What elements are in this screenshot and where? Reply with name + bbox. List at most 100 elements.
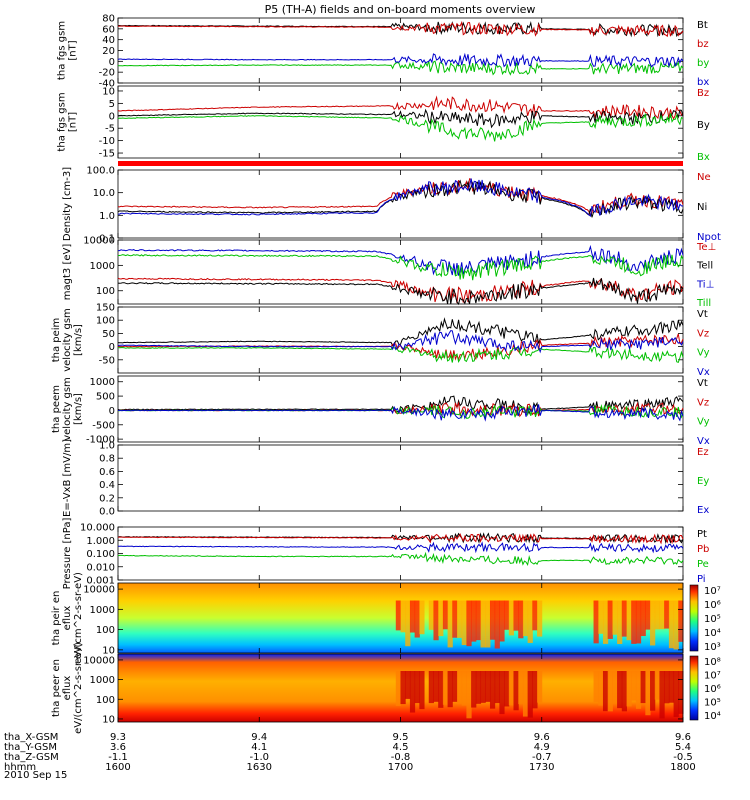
y-tick-label: 60 [102, 24, 115, 35]
spectrogram-burst [654, 600, 660, 630]
spectrogram-burst [405, 671, 411, 699]
series-by-line [117, 108, 684, 129]
mode-bar [118, 161, 683, 166]
series-ti⊥-line [118, 244, 684, 276]
y-tick-label: 0.001 [86, 576, 115, 587]
spectrogram-burst [485, 671, 491, 702]
colorbar-tick-label: 10⁷ [704, 586, 721, 597]
y-tick-label: 1000 [90, 377, 115, 388]
spectrogram-burst [428, 671, 434, 704]
orbit-value: 9.5 [393, 732, 409, 743]
spectrogram-burst [527, 671, 533, 718]
spectrogram-burst [480, 671, 486, 703]
spectrogram-burst [664, 671, 670, 704]
spectrogram-burst [532, 671, 538, 709]
spectrogram-burst [659, 671, 665, 719]
legend-by: by [697, 58, 709, 69]
panel-8: 10.000 1.000 0.100 0.010 0.001 Pressure [nPa]… [62, 518, 709, 590]
legend-vz: Vz [697, 397, 709, 408]
panel-5: 150 100 50 0 -50 tha peimvelocity gsm[km/s] Vt… [51, 303, 710, 379]
spectrogram-burst [442, 600, 449, 630]
y-tick-label: 100 [96, 286, 115, 297]
y-tick-label: 0.8 [99, 454, 115, 465]
orbit-value: 1630 [247, 762, 272, 773]
spectrogram-burst [612, 671, 618, 703]
date-label: 2010 Sep 15 [4, 770, 67, 781]
orbit-row-label: tha_Z-GSM [4, 752, 59, 763]
spectrogram-burst [593, 671, 599, 703]
series-bx-line [117, 112, 684, 142]
spectrogram-burst [475, 600, 482, 641]
legend-vx: Vx [697, 436, 710, 447]
spectrogram-burst [438, 600, 444, 637]
spectrogram-burst [504, 671, 510, 707]
y-tick-label: 1.0 [99, 441, 115, 452]
y-tick-label: -1000 [86, 435, 115, 446]
y-tick-label: 10000 [83, 655, 115, 666]
y-tick-label: 100 [96, 695, 115, 706]
spectrogram-burst [499, 671, 505, 715]
legend-te⊥: Te⊥ [696, 242, 716, 253]
spectrogram-burst [598, 671, 604, 706]
y-axis-label: E=-VxB [mV/m] [62, 439, 73, 517]
spectrogram-burst [537, 671, 543, 703]
y-tick-label: 1000 [90, 605, 115, 616]
spectrogram-burst [626, 600, 632, 641]
series-vx-line [117, 330, 684, 354]
spectrogram-burst [452, 671, 458, 702]
legend-pi: Pi [697, 574, 706, 585]
y-tick-label: 5 [109, 99, 115, 110]
orbit-value: -0.7 [532, 752, 552, 763]
legend-npot: Npot [697, 232, 721, 243]
spectrogram-burst [471, 671, 477, 708]
orbit-value: 1730 [529, 762, 554, 773]
spectrogram-burst [678, 671, 684, 714]
orbit-value: 4.5 [393, 742, 409, 753]
y-tick-label: -50 [99, 355, 115, 366]
series-vy-line [117, 345, 684, 364]
spectrogram-burst [602, 600, 609, 644]
series-vt-line [117, 317, 684, 347]
orbit-value: 9.6 [534, 732, 550, 743]
orbit-row-label: tha_Y-GSM [4, 742, 57, 753]
spectrogram-burst [621, 671, 627, 712]
y-tick-label: 0.100 [86, 549, 115, 560]
orbit-value: -1.0 [249, 752, 269, 763]
orbit-value: 1600 [105, 762, 130, 773]
spectrogram-burst [673, 600, 679, 650]
series-pe-line [117, 551, 684, 567]
panel-9: 10⁷ 10⁶ 10⁵ 10⁴ 10³ 10000 1000 100 10 tha peir en… [51, 572, 721, 664]
spectrogram-burst [635, 671, 642, 709]
spectrogram-burst [631, 671, 637, 701]
spectrogram-burst [414, 671, 420, 704]
y-tick-label: 50 [102, 329, 115, 340]
legend-till: Till [696, 298, 711, 309]
y-tick-label: -10 [99, 136, 115, 147]
spectrogram-burst [617, 671, 623, 709]
y-tick-label: 10 [102, 714, 115, 725]
legend-ti⊥: Ti⊥ [696, 279, 714, 290]
legend-vz: Vz [697, 328, 709, 339]
spectrogram-burst [678, 600, 684, 642]
y-tick-label: 1000 [90, 261, 115, 272]
series-by-line [117, 60, 684, 76]
y-axis-label: Pressure [nPa] [62, 518, 73, 590]
y-tick-label: 80 [102, 14, 115, 25]
orbit-value: 4.9 [534, 742, 550, 753]
orbit-footer: tha_X-GSM 9.3 9.4 9.5 9.6 9.6 tha_Y-GSM 3.6 4.1 4… [4, 732, 696, 773]
spectrogram-burst [414, 600, 420, 638]
spectrogram-burst [395, 671, 401, 706]
spectrogram-burst [447, 600, 453, 648]
spectrogram-burst [452, 600, 458, 638]
legend-bt: Bt [697, 20, 708, 31]
orbit-value: -1.1 [108, 752, 128, 763]
y-tick-label: 10 [102, 645, 115, 656]
colorbar-tick-label: 10⁵ [704, 614, 721, 625]
series-bz-line [117, 20, 684, 38]
y-tick-label: 500 [96, 392, 115, 403]
panel-frame [117, 444, 684, 512]
spectrogram-burst [433, 671, 439, 702]
spectrogram-burst [400, 671, 406, 705]
